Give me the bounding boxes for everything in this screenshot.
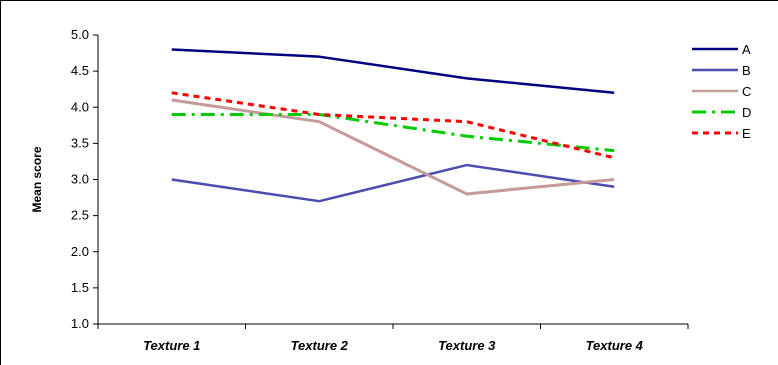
y-tick-label: 2.5	[71, 208, 89, 223]
y-tick-label: 4.0	[71, 99, 89, 114]
y-tick-label: 1.0	[71, 316, 89, 331]
series-line-a	[171, 48, 615, 95]
y-axis-title: Mean score	[30, 146, 44, 212]
y-tick-label: 5.0	[71, 27, 89, 42]
series-line-e	[171, 91, 615, 160]
y-tick-label: 3.0	[71, 172, 89, 187]
legend-label-c: C	[742, 84, 751, 99]
legend-label-b: B	[742, 63, 751, 78]
y-tick-label: 4.5	[71, 63, 89, 78]
plot-area: 1.0 1.5 2.0 2.5 3.0 3.5 4.0 4.5 5.0 Texture 1 Text…	[30, 27, 751, 353]
x-tick-label: Texture 2	[291, 338, 349, 353]
series-line-c	[171, 98, 615, 196]
legend-label-a: A	[742, 42, 751, 57]
legend-label-d: D	[742, 105, 751, 120]
legend-label-e: E	[742, 126, 751, 141]
y-tick-label: 3.5	[71, 135, 89, 150]
x-tick-label: Texture 4	[586, 338, 644, 353]
y-tick-label: 1.5	[71, 280, 89, 295]
x-tick-label: Texture 3	[438, 338, 496, 353]
series-line-d	[171, 112, 615, 153]
series-line-b	[171, 163, 615, 203]
x-tick-label: Texture 1	[143, 338, 200, 353]
y-tick-label: 2.0	[71, 244, 89, 259]
